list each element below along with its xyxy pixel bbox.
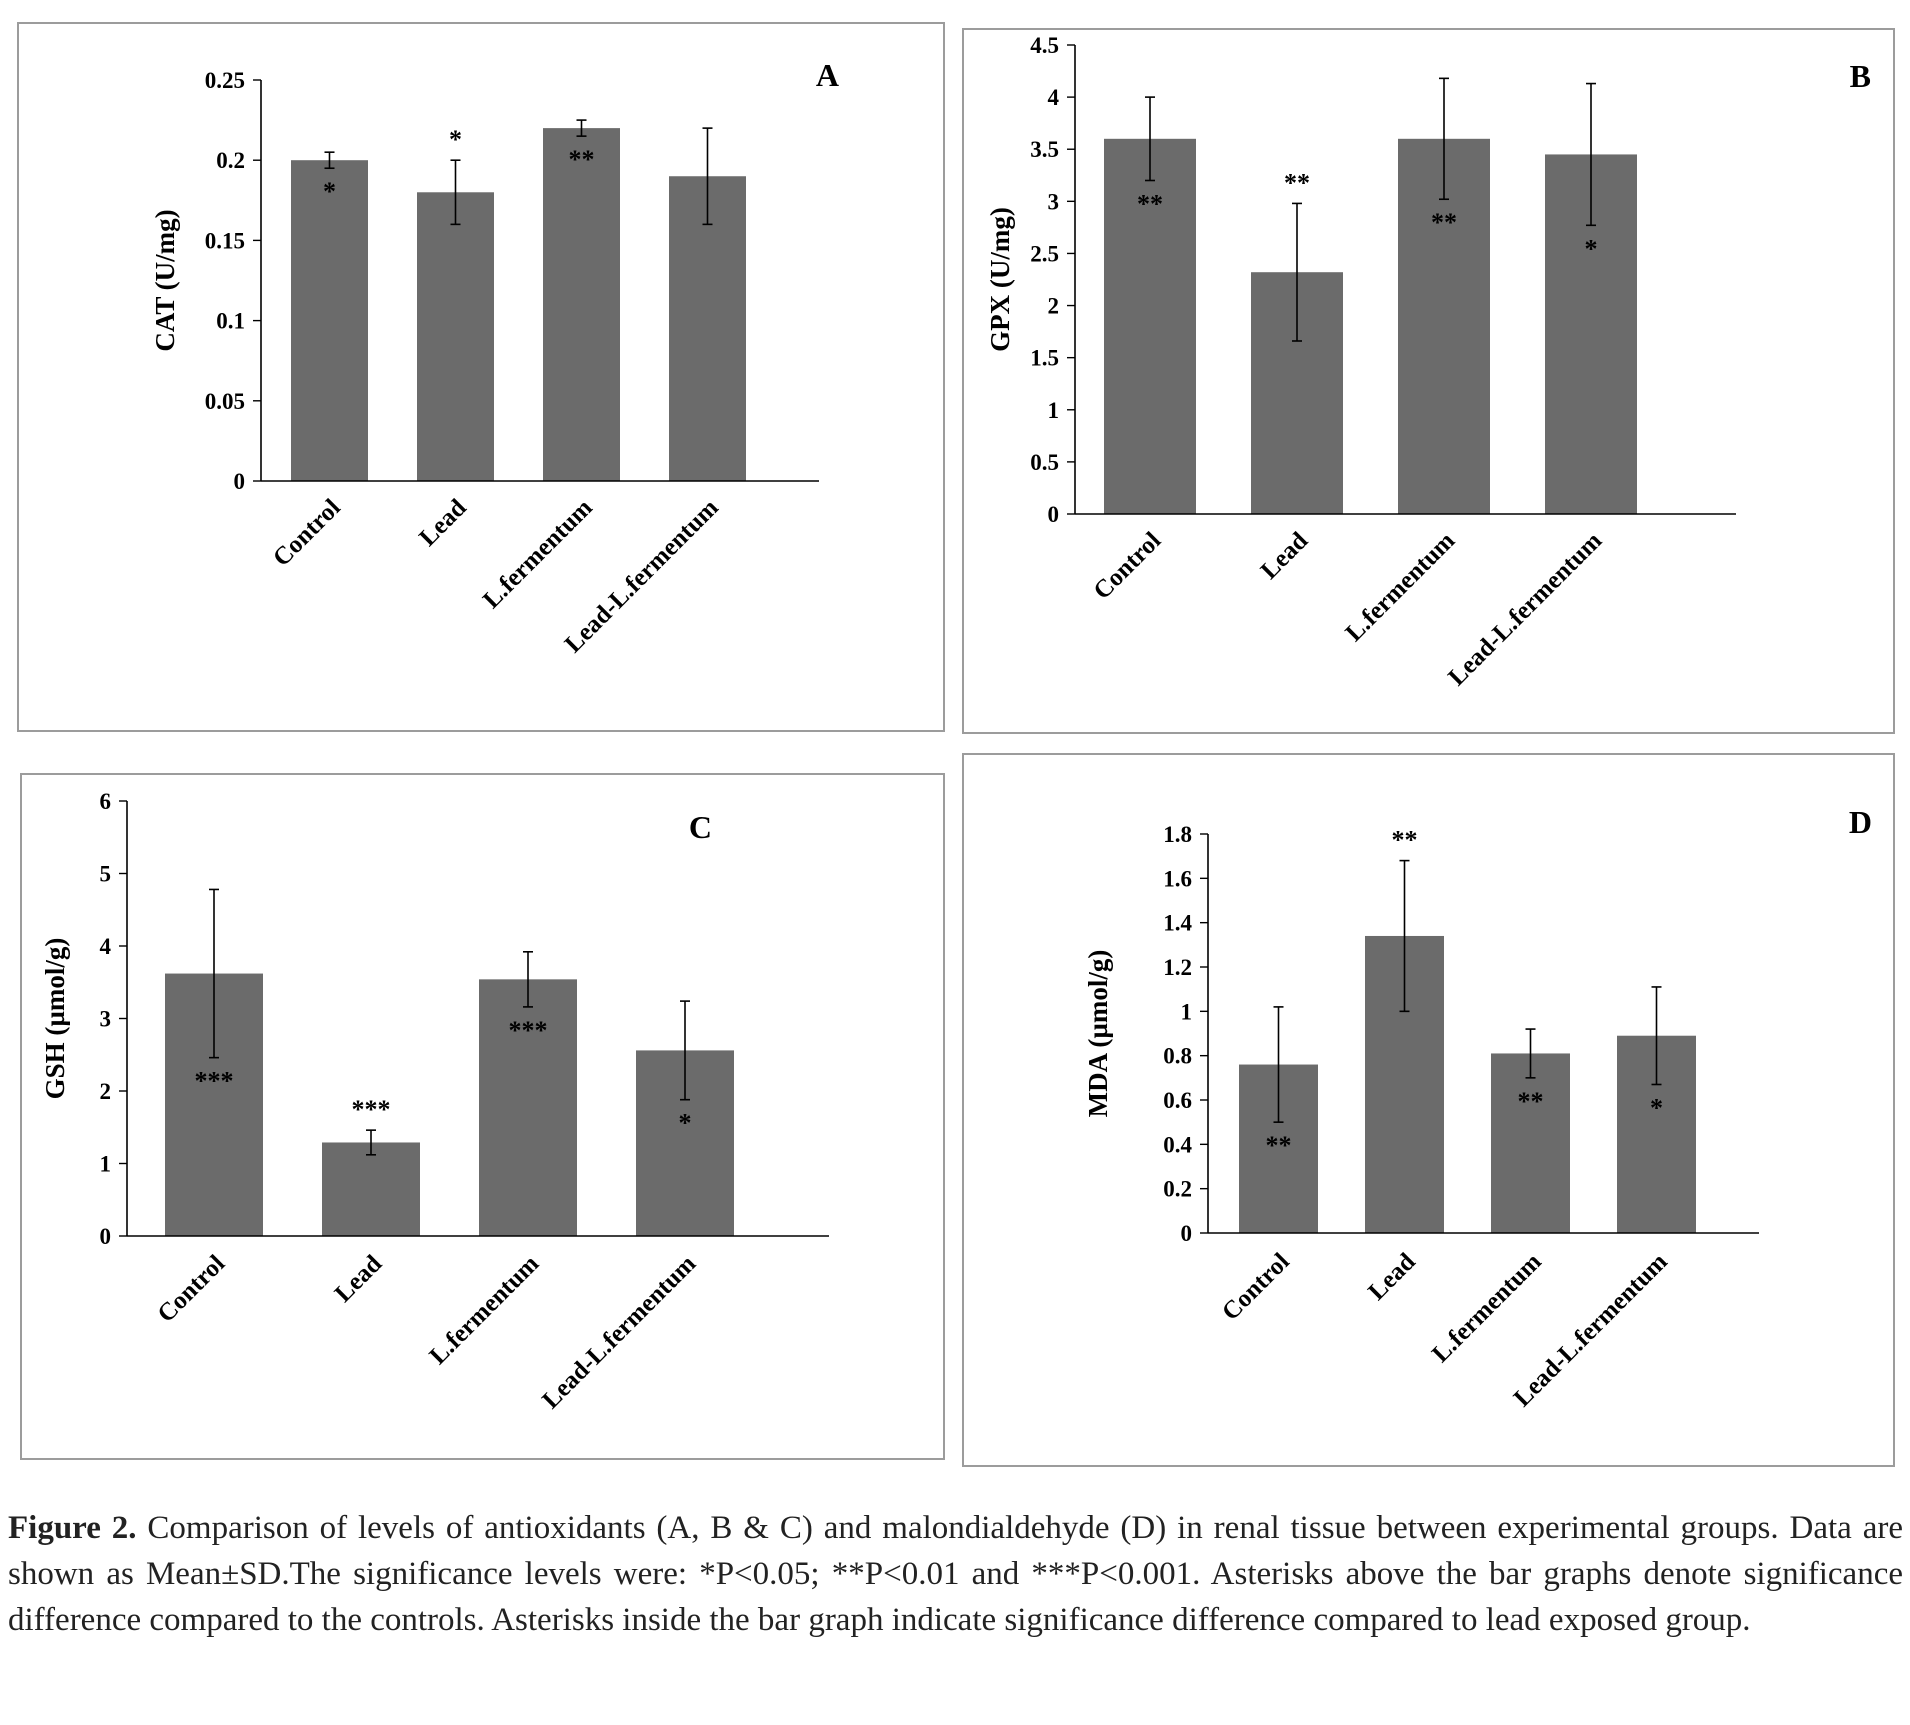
chart-a-category-label: L.fermentum [478,494,598,614]
chart-b-category-label: Lead [1256,527,1313,584]
chart-c-y-tick-label: 0 [100,1224,112,1249]
chart-d-svg: 0 0.2 0.4 0.6 0.8 1 1.2 1.4 1.6 1.8 Control Lead L.f… [1083,804,1872,1412]
chart-d-category-label: Lead [1363,1248,1420,1305]
chart-d-y-tick-label: 1.6 [1163,866,1192,891]
chart-a-star-inside: * [323,177,336,206]
chart-b-bar [1398,138,1490,515]
chart-a-y-tick-label: 0 [234,469,246,494]
chart-d-y-tick-label: 1.4 [1163,911,1192,936]
chart-a-y-tick-label: 0.05 [205,389,245,414]
chart-b-bar [1104,138,1196,515]
chart-c-y-tick-label: 3 [100,1007,112,1032]
chart-c-y-tick-label: 1 [100,1152,112,1177]
chart-a-bar [669,176,746,482]
chart-d-y-tick-label: 0 [1181,1221,1193,1246]
figure-caption-text: Comparison of levels of antioxidants (A,… [8,1510,1903,1638]
chart-b-category-label: Lead-L.fermentum [1443,527,1607,691]
chart-panel-d: 0 0.2 0.4 0.6 0.8 1 1.2 1.4 1.6 1.8 Control Lead L.f… [962,753,1895,1467]
chart-b-category-label: Control [1089,527,1167,605]
chart-d-y-tick-label: 1.8 [1163,822,1192,847]
chart-panel-a: 0 0.05 0.1 0.15 0.2 0.25 Control Lead L.fermentu… [17,22,945,732]
chart-a-panel-label: A [816,57,839,93]
chart-a-svg: 0 0.05 0.1 0.15 0.2 0.25 Control Lead L.fermentu… [150,57,839,658]
chart-b-y-tick-label: 2.5 [1030,241,1059,266]
chart-a-star-inside: ** [569,145,595,174]
chart-b-star-inside: ** [1431,208,1457,237]
chart-c-bar [322,1142,420,1236]
chart-b-star-inside: ** [1137,189,1163,218]
chart-d-category-label: L.fermentum [1427,1248,1547,1368]
chart-c-y-tick-label: 2 [100,1079,112,1104]
chart-c-bar [479,979,577,1236]
chart-b-svg: 0 0.5 1 1.5 2 2.5 3 3.5 4 4.5 Control Lead L.ferment… [985,33,1871,691]
chart-a-bar [543,128,620,481]
figure-caption: Figure 2. Comparison of levels of antiox… [8,1505,1903,1643]
chart-c-star-inside: * [679,1109,692,1138]
chart-b-y-tick-label: 0 [1048,502,1060,527]
chart-b-y-tick-label: 3 [1048,189,1060,214]
chart-panel-c: 0 1 2 3 4 5 6 Control Lead L.fermentum Lead-L.ferm… [20,773,945,1460]
chart-c-y-tick-label: 5 [100,862,112,887]
chart-panel-b: 0 0.5 1 1.5 2 2.5 3 3.5 4 4.5 Control Lead L.ferment… [962,28,1895,734]
chart-b-star-inside: * [1585,234,1598,263]
chart-a-y-tick-label: 0.15 [205,228,245,253]
chart-b-y-tick-label: 1 [1048,398,1060,423]
chart-c-category-label: Lead [330,1250,387,1307]
chart-c-y-tick-label: 4 [100,934,112,959]
chart-d-y-tick-label: 1.2 [1163,955,1192,980]
chart-c-category-label: L.fermentum [425,1250,545,1370]
chart-a-y-tick-label: 0.25 [205,68,245,93]
chart-a-star-above: * [449,125,462,154]
chart-d-bar [1491,1053,1570,1233]
chart-b-y-tick-label: 4.5 [1030,33,1059,58]
chart-c-y-axis-label: GSH (µmol/g) [40,938,70,1100]
chart-d-y-tick-label: 0.2 [1163,1177,1192,1202]
chart-b-star-above: ** [1284,168,1310,197]
chart-d-panel-label: D [1849,804,1872,840]
chart-a-y-axis-label: CAT (U/mg) [150,209,180,351]
chart-b-y-axis-label: GPX (U/mg) [985,207,1015,352]
chart-b-y-tick-label: 2 [1048,294,1060,319]
chart-c-star-inside: *** [509,1016,548,1045]
chart-a-y-tick-label: 0.1 [216,309,245,334]
chart-c-y-tick-label: 6 [100,789,112,814]
chart-a-bar [417,192,494,481]
chart-c-star-inside: *** [195,1067,234,1096]
chart-d-y-axis-label: MDA (µmol/g) [1083,950,1113,1118]
chart-d-category-label: Control [1217,1248,1295,1326]
chart-b-y-tick-label: 0.5 [1030,450,1059,475]
chart-d-star-above: ** [1392,826,1418,855]
chart-c-category-label: Control [153,1250,231,1328]
chart-c-star-above: *** [352,1095,391,1124]
chart-a-category-label: Control [268,494,346,572]
chart-c-svg: 0 1 2 3 4 5 6 Control Lead L.fermentumLead-L.ferm… [40,789,829,1414]
chart-b-y-tick-label: 3.5 [1030,137,1059,162]
chart-a-category-label: Lead [414,494,471,551]
chart-b-y-tick-label: 4 [1048,85,1060,110]
chart-d-star-inside: ** [1518,1087,1544,1116]
chart-d-star-inside: ** [1266,1131,1292,1160]
chart-b-panel-label: B [1850,58,1871,94]
figure-caption-label: Figure 2. [8,1510,137,1546]
chart-c-category-label: Lead-L.fermentum [537,1250,701,1414]
chart-d-y-tick-label: 1 [1181,999,1193,1024]
chart-d-y-tick-label: 0.6 [1163,1088,1192,1113]
chart-b-category-label: L.fermentum [1341,527,1461,647]
chart-d-y-tick-label: 0.8 [1163,1044,1192,1069]
chart-b-y-tick-label: 1.5 [1030,346,1059,371]
chart-d-star-inside: * [1650,1093,1663,1122]
chart-d-y-tick-label: 0.4 [1163,1132,1192,1157]
chart-a-y-tick-label: 0.2 [216,148,245,173]
chart-a-bar [291,160,368,481]
chart-c-panel-label: C [689,809,712,845]
